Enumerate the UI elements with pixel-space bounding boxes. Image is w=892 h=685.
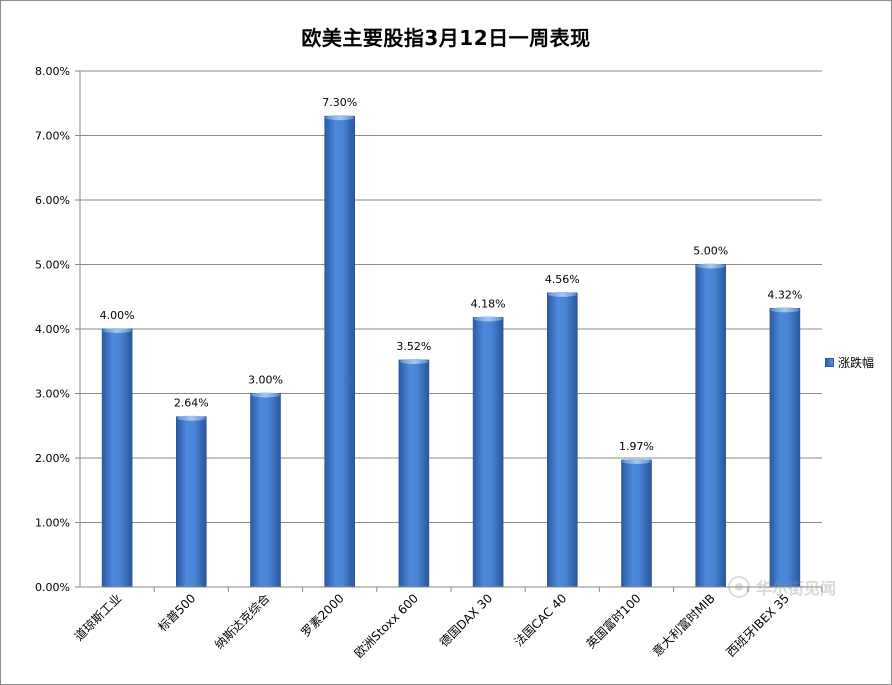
y-tick-label: 1.00% [35, 517, 70, 530]
bar-cap [473, 316, 503, 322]
y-axis: 0.00% 1.00% 2.00% 3.00% 4.00% 5.00% 6.00% 7.00%… [35, 65, 81, 594]
data-label: 2.64% [174, 397, 209, 410]
data-label: 4.00% [100, 309, 135, 322]
data-label: 3.52% [396, 340, 431, 353]
bar-cap [102, 328, 132, 333]
legend-label: 涨跌幅 [838, 356, 875, 370]
data-labels: 4.00% 2.64% 3.00% 7.30% 3.52% 4.18% 4.56% 1.97%… [100, 96, 803, 453]
chart-title: 欧美主要股指3月12日一周表现 [301, 26, 591, 50]
data-label: 4.18% [471, 297, 506, 310]
bar [695, 264, 727, 588]
y-tick-label: 3.00% [35, 388, 70, 401]
x-tick-label: 道琼斯工业 [71, 591, 124, 644]
watermark: 华尔街见闻 [728, 575, 836, 599]
x-tick-label: 德国DAX 30 [436, 591, 495, 650]
bar-cap [622, 458, 651, 464]
y-tick-label: 7.00% [35, 130, 70, 143]
legend-swatch [825, 358, 834, 367]
bar-cap [176, 415, 206, 421]
y-tick-label: 8.00% [35, 65, 70, 78]
x-axis: 道琼斯工业 标普500 纳斯达克综合 罗素2000 欧洲Stoxx 600 德国DAX 3… [71, 586, 823, 661]
data-label: 1.97% [619, 440, 654, 453]
x-tick-label: 英国富时100 [583, 591, 644, 652]
bar-cap [696, 263, 726, 269]
bar [546, 292, 578, 588]
data-label: 3.00% [248, 374, 283, 387]
bar-cap [547, 291, 577, 297]
watermark-text: 华尔街见闻 [756, 579, 837, 598]
x-tick-label: 欧洲Stoxx 600 [352, 591, 421, 660]
data-label: 4.56% [545, 273, 580, 286]
y-tick-label: 2.00% [35, 452, 70, 465]
data-label: 5.00% [693, 245, 728, 258]
watermark-logo-icon [728, 576, 750, 598]
data-label: 7.30% [322, 96, 357, 109]
bar [250, 393, 281, 588]
bars [101, 115, 801, 588]
x-tick-label: 纳斯达克综合 [211, 591, 273, 653]
x-tick-label: 意大利富时MIB [649, 591, 718, 660]
bar-cap [399, 358, 429, 364]
bar [621, 459, 652, 588]
bar-cap [251, 392, 280, 398]
x-tick-label: 西班牙IBEX 35 [724, 591, 792, 659]
legend: 涨跌幅 [825, 354, 874, 371]
bar [101, 328, 133, 588]
y-tick-label: 5.00% [35, 259, 70, 272]
data-label: 4.32% [767, 288, 802, 301]
bar-cap [770, 307, 800, 313]
y-tick-label: 0.00% [35, 581, 70, 594]
x-tick-label: 法国CAC 40 [512, 591, 570, 649]
y-tick-label: 6.00% [35, 194, 70, 207]
bar [398, 359, 430, 588]
bar [324, 115, 356, 588]
bar-cap [325, 115, 355, 121]
y-tick-label: 4.00% [35, 323, 70, 336]
bar [769, 308, 801, 588]
bar [472, 317, 504, 588]
x-tick-label: 罗素2000 [298, 591, 346, 639]
bar [176, 416, 207, 588]
x-tick-label: 标普500 [155, 591, 198, 634]
